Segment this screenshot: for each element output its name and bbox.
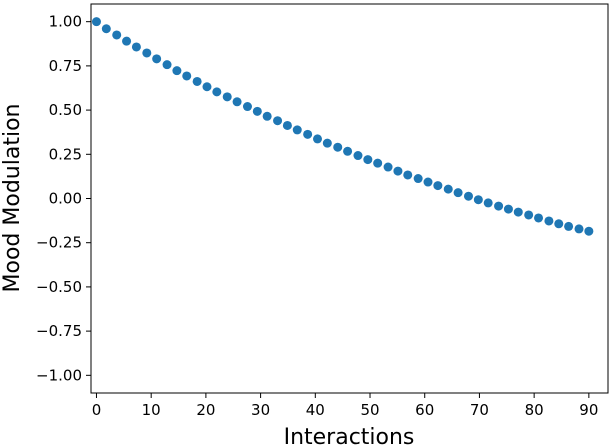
data-point: [494, 201, 504, 211]
x-tick-label: 50: [360, 401, 379, 419]
data-point: [413, 174, 423, 184]
y-axis-label: Mood Modulation: [0, 104, 25, 293]
data-point: [122, 36, 132, 46]
data-point: [202, 82, 212, 92]
data-point: [242, 102, 252, 112]
data-point: [182, 71, 192, 81]
data-point: [584, 226, 594, 236]
data-point: [282, 120, 292, 130]
x-tick-label: 30: [251, 401, 270, 419]
data-point: [192, 76, 202, 86]
data-point: [101, 24, 111, 34]
x-tick-label: 20: [196, 401, 215, 419]
data-point: [343, 146, 353, 156]
y-tick-label: −0.25: [36, 234, 82, 252]
data-point: [503, 204, 513, 214]
data-point: [574, 224, 584, 234]
y-tick-label: −1.00: [36, 366, 82, 384]
y-tick-label: 0.50: [49, 101, 82, 119]
data-point: [212, 87, 222, 97]
data-point: [252, 106, 262, 116]
data-point: [544, 216, 554, 226]
data-point: [463, 191, 473, 201]
data-point: [152, 54, 162, 64]
data-point: [262, 111, 272, 121]
y-tick-label: 0.75: [49, 57, 82, 75]
data-point: [453, 188, 463, 198]
data-point: [383, 162, 393, 172]
y-tick-label: 0.00: [49, 190, 82, 208]
data-point: [423, 177, 433, 187]
data-point: [443, 184, 453, 194]
data-point: [403, 170, 413, 180]
x-tick-label: 60: [415, 401, 434, 419]
data-point: [524, 210, 534, 220]
y-axis: 1.00 0.75 0.50 0.25 0.00 −0.25 −0.50 −0.75 −1.00: [36, 13, 91, 384]
data-point: [564, 221, 574, 231]
x-axis: 0 10 20 30 40 50 60 70 80 90: [92, 393, 598, 419]
x-tick-label: 40: [306, 401, 325, 419]
y-tick-label: 1.00: [49, 13, 82, 31]
y-tick-label: 0.25: [49, 145, 82, 163]
data-point: [162, 60, 172, 70]
data-point: [393, 166, 403, 176]
data-point: [363, 155, 373, 165]
y-tick-label: −0.50: [36, 278, 82, 296]
data-point: [222, 92, 232, 102]
data-point: [142, 48, 152, 58]
data-point: [534, 213, 544, 223]
data-point: [483, 198, 493, 208]
data-point: [554, 219, 564, 229]
data-point: [112, 30, 122, 40]
data-points: [91, 17, 594, 236]
y-tick-label: −0.75: [36, 322, 82, 340]
data-point: [333, 142, 343, 152]
data-point: [91, 17, 101, 27]
data-point: [312, 134, 322, 144]
data-point: [172, 66, 182, 76]
x-tick-label: 10: [142, 401, 161, 419]
data-point: [292, 125, 302, 135]
x-tick-label: 80: [525, 401, 544, 419]
data-point: [232, 97, 242, 107]
x-tick-label: 0: [92, 401, 102, 419]
data-point: [131, 42, 141, 52]
data-point: [273, 116, 283, 126]
data-point: [513, 207, 523, 217]
data-point: [433, 181, 443, 191]
data-point: [322, 138, 332, 148]
x-axis-label: Interactions: [284, 425, 415, 448]
data-point: [303, 129, 313, 139]
data-point: [353, 151, 363, 161]
data-point: [373, 158, 383, 168]
x-tick-label: 90: [579, 401, 598, 419]
data-point: [473, 195, 483, 205]
x-tick-label: 70: [470, 401, 489, 419]
